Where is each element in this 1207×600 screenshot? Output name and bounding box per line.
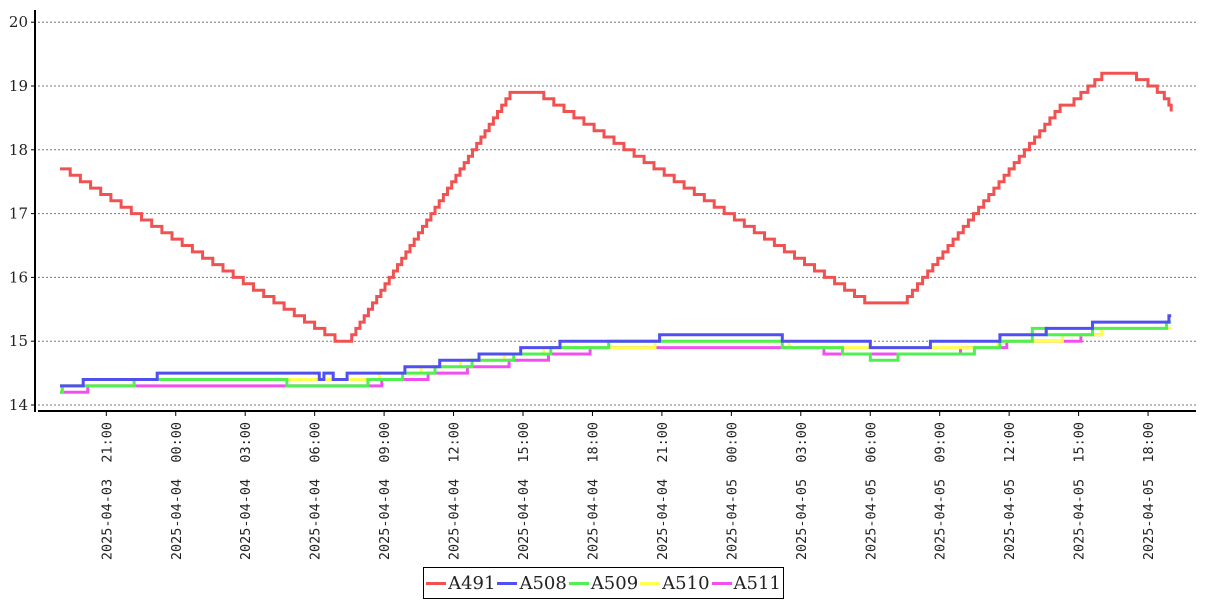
legend-item-a511: A511	[711, 572, 781, 594]
legend-swatch	[568, 581, 589, 585]
x-tick-label: 2025-04-05 00:00	[724, 422, 740, 560]
legend-label: A508	[519, 572, 567, 594]
x-tick-label: 2025-04-04 00:00	[169, 422, 185, 560]
x-tick-label: 2025-04-05 15:00	[1072, 422, 1088, 560]
x-tick-label: 2025-04-04 03:00	[238, 422, 254, 560]
x-tick-label: 2025-04-04 18:00	[585, 422, 601, 560]
legend: A491 A508 A509 A510 A511	[423, 567, 784, 599]
x-tick-label: 2025-04-04 09:00	[377, 422, 393, 560]
x-tick-label: 2025-04-05 18:00	[1141, 422, 1157, 560]
x-tick-label: 2025-04-04 15:00	[516, 422, 532, 560]
x-tick-label: 2025-04-05 12:00	[1002, 422, 1018, 560]
series-lines	[60, 71, 1173, 394]
legend-item-a509: A509	[568, 572, 639, 594]
series-line-a508	[60, 314, 1172, 388]
y-tick-label: 16	[9, 268, 28, 286]
y-tick-label: 17	[9, 205, 28, 223]
legend-item-a510: A510	[640, 572, 710, 594]
legend-item-a491: A491	[426, 573, 495, 594]
legend-label: A509	[590, 572, 639, 594]
y-tick-label: 15	[9, 332, 28, 350]
series-line-a510	[60, 326, 1172, 394]
legend-swatch	[640, 581, 661, 585]
y-tick-label: 20	[9, 13, 28, 31]
legend-swatch	[497, 581, 518, 585]
x-axis-ticks: 2025-04-03 21:00 2025-04-04 00:00 2025-04-…	[99, 411, 1157, 560]
x-tick-label: 2025-04-04 12:00	[447, 422, 463, 560]
x-tick-label: 2025-04-05 09:00	[933, 422, 949, 560]
legend-label: A510	[662, 572, 710, 594]
y-tick-label: 14	[9, 396, 28, 414]
x-tick-label: 2025-04-04 06:00	[308, 422, 324, 560]
x-tick-label: 2025-04-05 03:00	[794, 422, 810, 560]
y-tick-label: 19	[9, 77, 28, 95]
legend-swatch	[426, 581, 447, 585]
y-tick-label: 18	[9, 141, 28, 159]
x-tick-label: 2025-04-05 06:00	[863, 422, 879, 560]
x-tick-label: 2025-04-04 21:00	[655, 422, 671, 560]
y-axis-ticks: 14 15 16 17 18 19 20	[9, 13, 35, 414]
legend-label: A511	[733, 572, 781, 594]
legend-label: A491	[448, 572, 496, 594]
x-tick-label: 2025-04-03 21:00	[99, 422, 115, 560]
series-line-a491	[60, 71, 1173, 343]
legend-swatch	[711, 581, 732, 585]
series-line-a509	[60, 320, 1172, 394]
legend-item-a508: A508	[497, 572, 567, 594]
series-line-a511	[60, 333, 1102, 394]
